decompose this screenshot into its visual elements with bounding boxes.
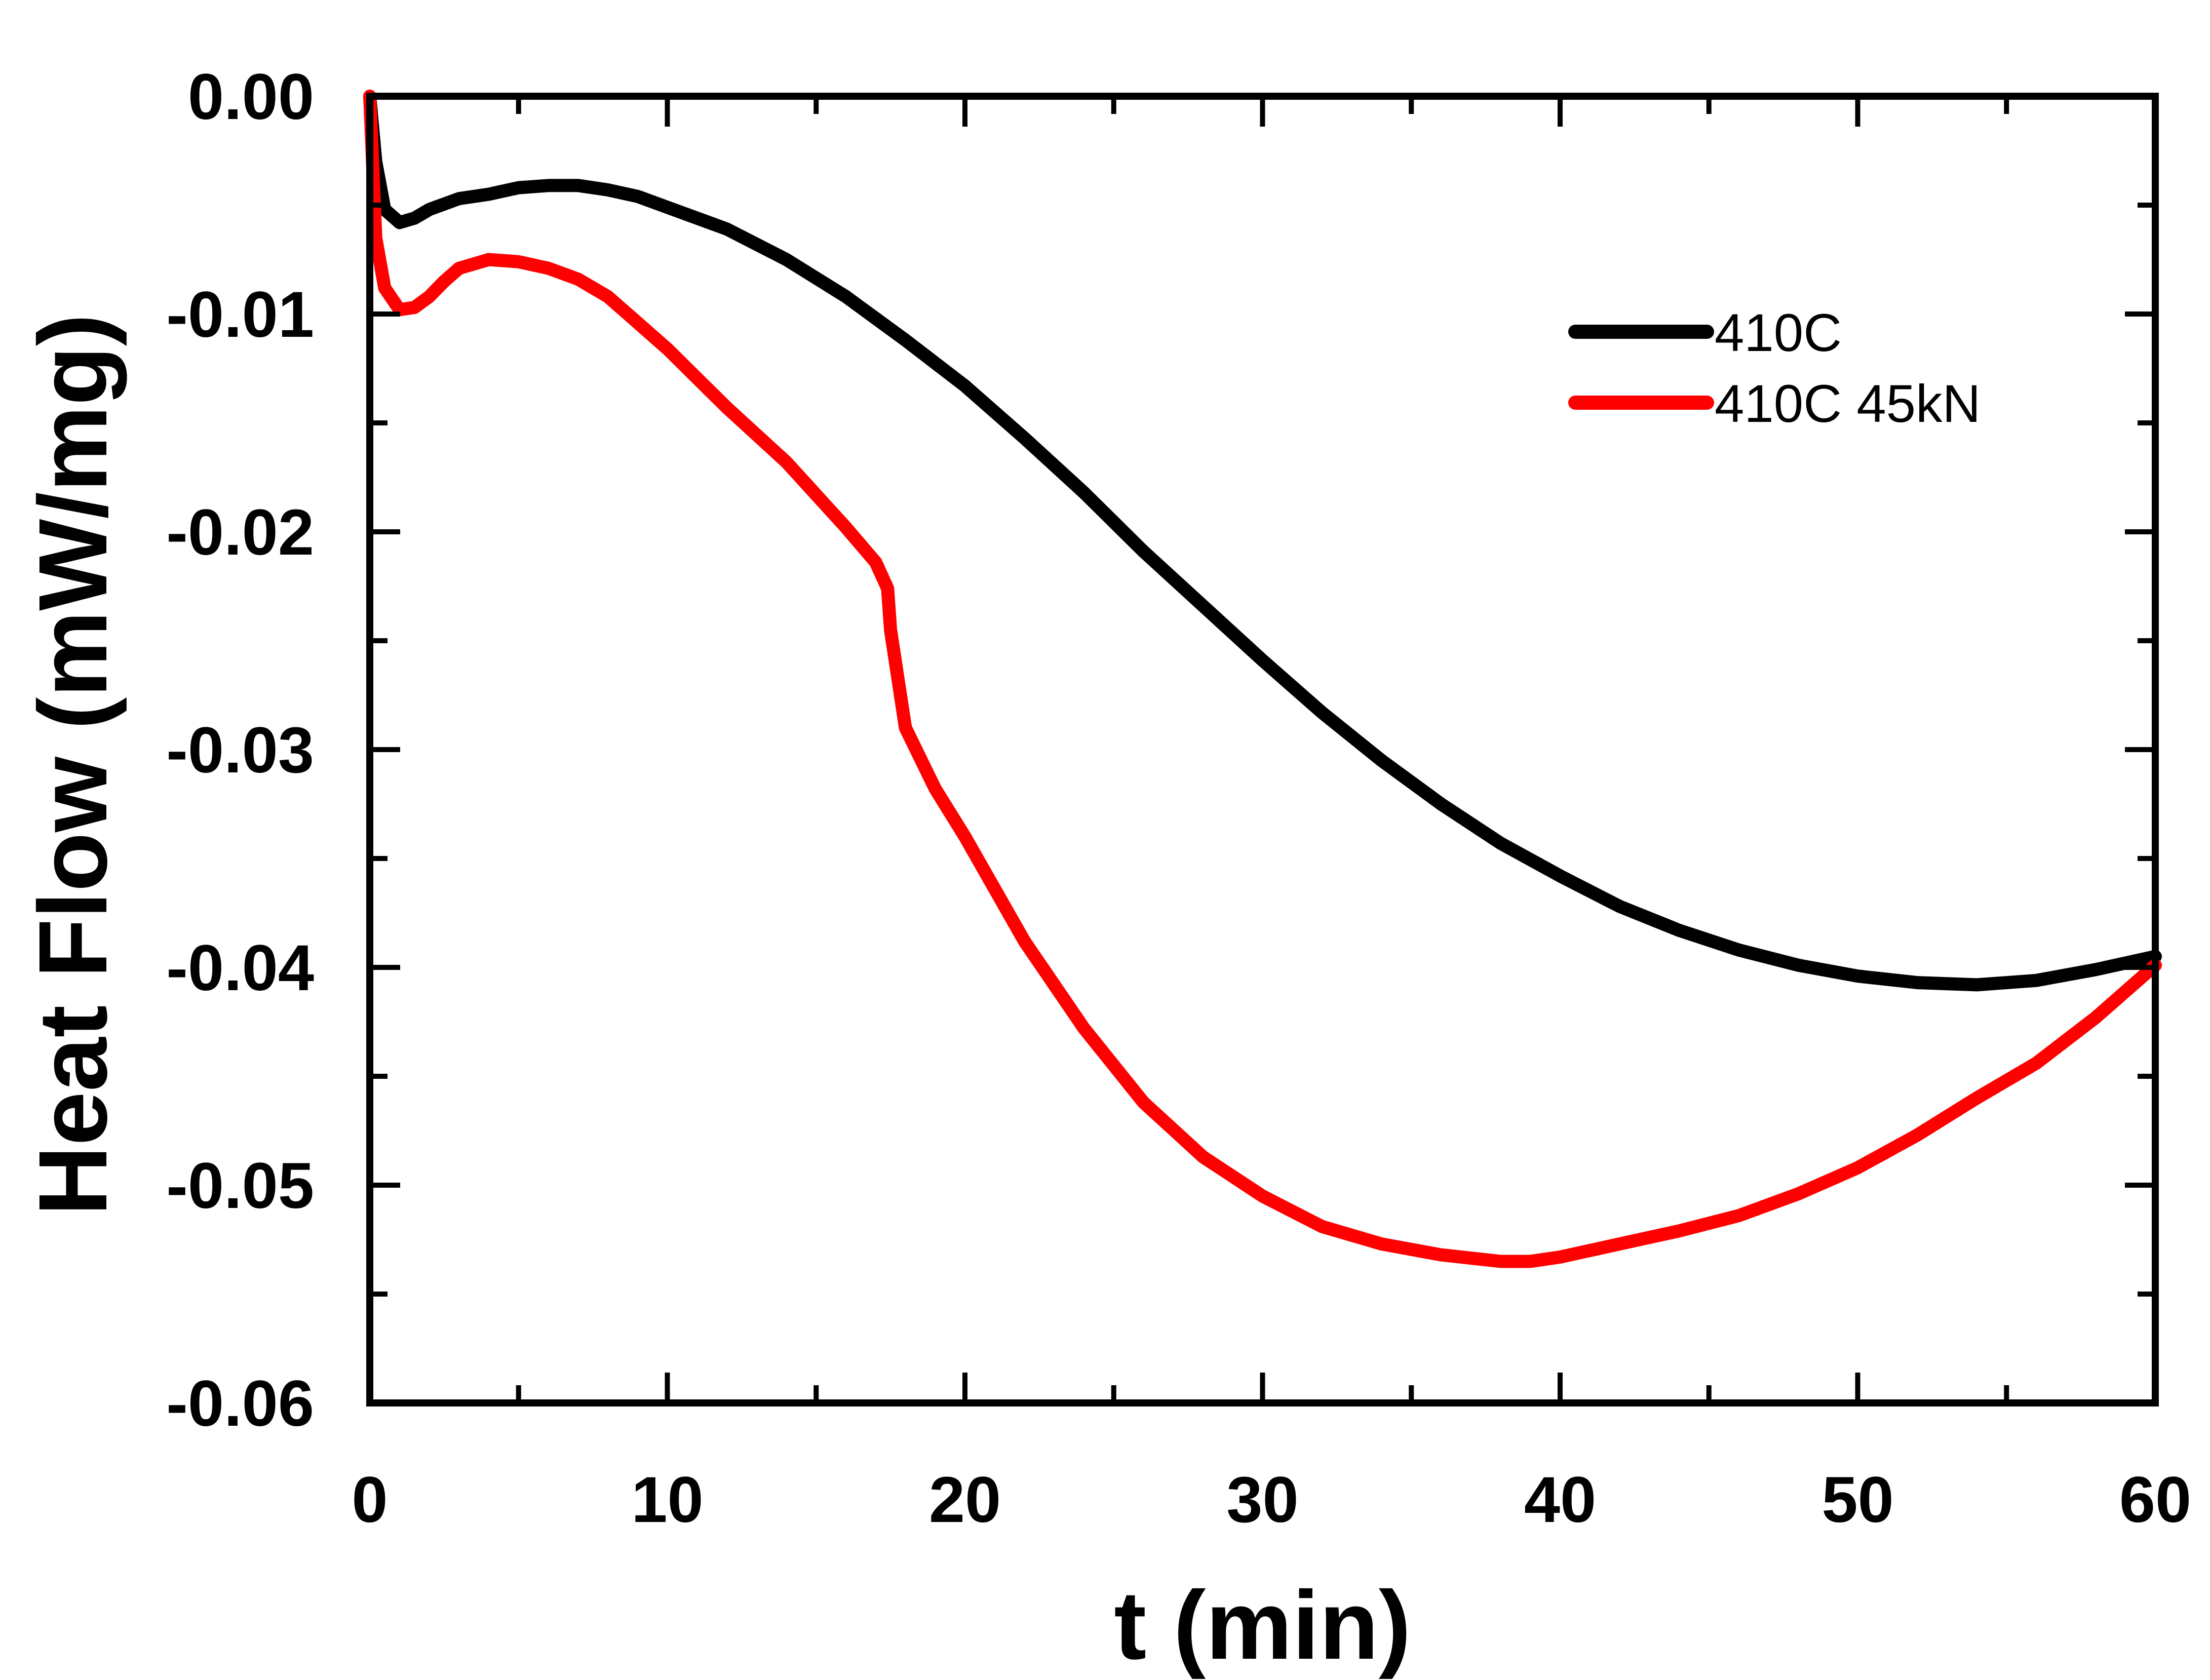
x-axis-title: t (min) (1114, 1571, 1411, 1679)
y-tick-label: -0.03 (166, 714, 314, 787)
legend-label: 410C 45kN (1715, 374, 1981, 434)
y-tick-label: -0.04 (166, 932, 314, 1004)
series-layer (363, 90, 2162, 1268)
legend: 410C 410C 45kN (1568, 303, 1981, 434)
series-line-410c-45kn (363, 90, 2162, 1268)
y-tick-label: -0.05 (166, 1150, 314, 1222)
series-line-410c (363, 90, 2162, 992)
y-tick-label: 0.00 (188, 61, 314, 133)
y-tick-label: -0.01 (166, 279, 314, 351)
x-tick-label: 10 (631, 1464, 703, 1536)
ticks-layer (367, 94, 2158, 1405)
x-tick-label: 30 (1226, 1464, 1298, 1536)
x-tick-label: 0 (352, 1464, 387, 1536)
x-tick-label: 20 (929, 1464, 1001, 1536)
x-tick-label: 40 (1524, 1464, 1596, 1536)
y-axis-title: Heat Flow (mW/mg) (18, 314, 127, 1216)
y-tick-label: -0.06 (166, 1368, 314, 1440)
legend-label: 410C (1715, 303, 1842, 363)
x-tick-label: 50 (1821, 1464, 1893, 1536)
y-tick-label: -0.02 (166, 496, 314, 569)
labels-layer: 0 10 20 30 40 50 60 0.00 -0.01 -0.02 -0.03 -0.04 -0.… (166, 61, 2191, 1536)
x-tick-label: 60 (2119, 1464, 2191, 1536)
